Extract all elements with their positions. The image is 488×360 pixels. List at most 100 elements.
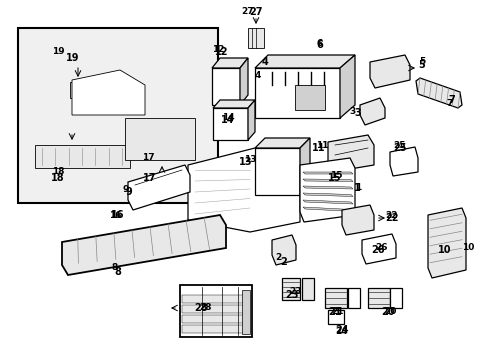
Text: 24: 24 <box>335 325 348 335</box>
Text: 11: 11 <box>315 140 327 149</box>
Polygon shape <box>254 68 339 118</box>
Polygon shape <box>125 118 195 160</box>
Text: 1: 1 <box>354 184 360 193</box>
Text: 27: 27 <box>241 8 254 17</box>
Text: 17: 17 <box>142 153 154 162</box>
Bar <box>294 85 325 110</box>
Polygon shape <box>271 235 295 265</box>
Bar <box>347 288 359 308</box>
Text: 8: 8 <box>114 267 121 277</box>
Text: 19: 19 <box>52 48 64 57</box>
Polygon shape <box>303 193 352 197</box>
Bar <box>389 288 401 308</box>
Text: 4: 4 <box>254 72 261 81</box>
Text: 2: 2 <box>274 253 281 262</box>
Polygon shape <box>339 55 354 118</box>
Text: 26: 26 <box>375 243 387 252</box>
Text: 23: 23 <box>288 288 301 297</box>
Bar <box>18 28 218 203</box>
Polygon shape <box>359 98 384 125</box>
Text: 27: 27 <box>249 7 262 17</box>
Bar <box>302 278 313 300</box>
Bar <box>327 310 343 324</box>
Polygon shape <box>427 208 465 278</box>
Text: 9: 9 <box>125 187 132 197</box>
Bar <box>182 325 249 333</box>
Bar <box>180 285 251 337</box>
Text: 14: 14 <box>221 115 234 125</box>
Polygon shape <box>62 215 225 275</box>
Text: 10: 10 <box>437 245 451 255</box>
Polygon shape <box>303 207 352 211</box>
Text: 19: 19 <box>66 53 80 63</box>
Polygon shape <box>254 55 354 68</box>
Polygon shape <box>303 186 352 189</box>
Text: 21: 21 <box>331 307 344 316</box>
Polygon shape <box>213 100 254 108</box>
Text: 7: 7 <box>447 95 454 105</box>
Bar <box>367 288 389 308</box>
Text: 20: 20 <box>381 307 394 317</box>
Text: 18: 18 <box>52 167 64 176</box>
Text: 20: 20 <box>383 307 395 316</box>
Polygon shape <box>341 205 373 235</box>
Polygon shape <box>327 165 349 200</box>
Text: 4: 4 <box>261 57 268 67</box>
Text: 10: 10 <box>461 243 473 252</box>
Text: 7: 7 <box>446 99 452 108</box>
Polygon shape <box>70 82 86 98</box>
Text: 22: 22 <box>385 213 398 223</box>
Polygon shape <box>389 147 417 176</box>
Polygon shape <box>128 165 190 210</box>
Text: 16: 16 <box>108 211 121 220</box>
Polygon shape <box>187 148 299 232</box>
Bar <box>247 28 264 48</box>
Text: 8: 8 <box>112 264 118 273</box>
Text: 14: 14 <box>221 113 234 122</box>
Text: 13: 13 <box>238 157 251 167</box>
Bar <box>182 315 249 323</box>
Text: 22: 22 <box>385 211 397 220</box>
Polygon shape <box>212 58 247 68</box>
Text: 6: 6 <box>316 40 323 50</box>
Text: 24: 24 <box>335 328 347 337</box>
Polygon shape <box>369 55 409 88</box>
Polygon shape <box>72 70 145 115</box>
Text: 3: 3 <box>354 108 361 118</box>
Polygon shape <box>212 68 240 105</box>
Text: 15: 15 <box>327 173 341 183</box>
Text: 23: 23 <box>285 290 298 300</box>
Polygon shape <box>240 58 247 105</box>
Bar <box>282 278 299 300</box>
Bar <box>325 288 346 308</box>
Polygon shape <box>299 158 354 222</box>
Polygon shape <box>35 145 130 168</box>
Text: 2: 2 <box>280 257 287 267</box>
Polygon shape <box>361 234 395 264</box>
Polygon shape <box>303 172 352 174</box>
Text: 6: 6 <box>316 40 323 49</box>
Text: 12: 12 <box>215 47 228 57</box>
Text: 25: 25 <box>393 140 406 149</box>
Text: 17: 17 <box>143 173 157 183</box>
Bar <box>242 290 249 334</box>
Polygon shape <box>247 100 254 140</box>
Text: 18: 18 <box>51 173 65 183</box>
Text: 26: 26 <box>370 245 384 255</box>
Polygon shape <box>415 78 461 108</box>
Bar <box>182 305 249 313</box>
Polygon shape <box>254 148 299 195</box>
Text: 28: 28 <box>194 303 207 313</box>
Text: 13: 13 <box>243 156 256 165</box>
Text: 5: 5 <box>418 60 425 70</box>
Text: 16: 16 <box>111 210 124 220</box>
Polygon shape <box>303 200 352 204</box>
Text: 28: 28 <box>199 303 212 312</box>
Text: 15: 15 <box>329 171 342 180</box>
Text: 5: 5 <box>418 58 424 67</box>
Text: 21: 21 <box>327 307 341 317</box>
Text: 1: 1 <box>353 183 360 193</box>
Polygon shape <box>213 108 247 140</box>
Polygon shape <box>254 138 309 148</box>
Text: 11: 11 <box>311 143 325 153</box>
